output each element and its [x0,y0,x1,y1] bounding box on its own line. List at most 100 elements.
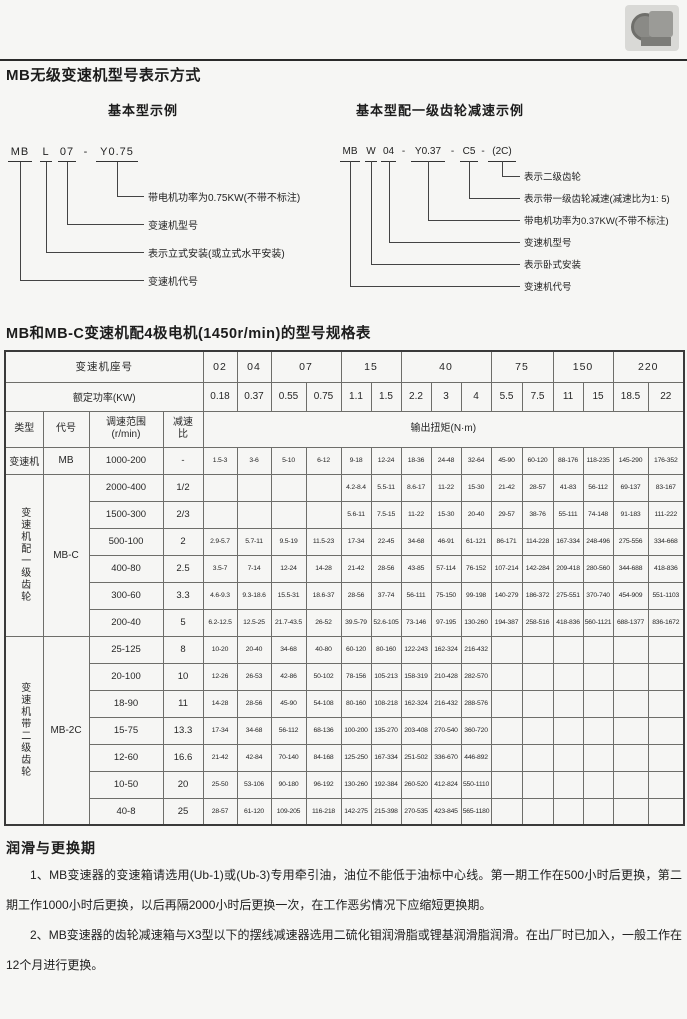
torque-cell: 40-80 [305,635,342,664]
torque-cell [582,689,614,718]
torque-cell: 12-24 [370,446,402,475]
spec-row: 300-60 3.3 4.6-9.3 9.3-18.6 15.5-31 18.6-37 28… [5,581,685,610]
torque-cell: 37-74 [370,581,402,610]
torque-cell: 167-334 [552,527,584,556]
torque-cell: 418-836 [647,554,685,583]
leader-line [350,161,520,287]
code-part-label: 带电机功率为0.75KW(不带不标注) [148,193,301,204]
torque-cell [612,716,649,745]
torque-cell: 28-57 [521,473,554,502]
torque-cell [582,662,614,691]
spec-row: 400-80 2.5 3.5-7 7-14 12-24 14-28 21-42 28-56 43… [5,554,685,583]
torque-cell: 41-83 [552,473,584,502]
torque-cell: 142-275 [340,797,372,826]
torque-cell: 5.7-11 [236,527,272,556]
torque-cell: 53-106 [236,770,272,799]
torque-cell: 12-26 [202,662,238,691]
spec-row: 10-50 20 25-50 53-106 90-180 96-192 130-260 192… [5,770,685,799]
rated-power-value: 0.75 [305,381,342,412]
torque-cell: 360-720 [460,716,492,745]
torque-cell: 50-102 [305,662,342,691]
motor-foot-shape [641,37,671,46]
motor-body-shape [649,11,673,37]
code-part-label: 表示带一级齿轮减速(减速比为1: 5) [524,194,670,205]
top-divider [0,59,687,61]
leader-line [46,162,144,253]
spec-table-title: MB和MB-C变速机配4极电机(1450r/min)的型号规格表 [6,326,371,342]
torque-cell: 3.5-7 [202,554,238,583]
code-header: 代号 [42,410,90,448]
torque-cell: 97-195 [430,608,462,637]
torque-cell: 275-556 [612,527,649,556]
torque-cell: 12-24 [270,554,307,583]
torque-cell [202,473,238,502]
torque-cell: 15-30 [430,500,462,529]
speed-range-cell: 300-60 [88,581,164,610]
torque-cell: 18-36 [400,446,432,475]
torque-cell: 9.3-18.6 [236,581,272,610]
leader-line [428,161,520,221]
torque-cell [612,662,649,691]
torque-cell: 282-570 [460,662,492,691]
code-cell: MB-C [42,473,90,637]
torque-cell: 22-45 [370,527,402,556]
speed-range-cell: 40-8 [88,797,164,826]
code-part-label: 表示二级齿轮 [524,172,582,183]
torque-cell: 73-146 [400,608,432,637]
torque-cell: 11-22 [430,473,462,502]
torque-cell: 209-418 [552,554,584,583]
torque-cell: 142-284 [521,554,554,583]
torque-cell: 88-176 [552,446,584,475]
torque-cell [647,797,685,826]
torque-cell: 21-42 [490,473,523,502]
torque-cell: 26-53 [236,662,272,691]
torque-cell: 60-120 [521,446,554,475]
code-part-label: 变速机型号 [524,238,572,249]
torque-cell: 4.6-9.3 [202,581,238,610]
torque-cell: 334-668 [647,527,685,556]
torque-cell [305,500,342,529]
torque-cell: 1.5-3 [202,446,238,475]
frame-size-value: 02 [202,350,238,383]
torque-cell: 34-68 [270,635,307,664]
torque-cell [270,473,307,502]
frame-size-value: 15 [340,350,402,383]
ratio-cell: 2 [162,527,204,556]
torque-cell: 125-250 [340,743,372,772]
ratio-cell: 1/2 [162,473,204,502]
torque-cell: 111-222 [647,500,685,529]
torque-cell [202,500,238,529]
frame-size-value: 150 [552,350,614,383]
torque-cell: 42-84 [236,743,272,772]
ratio-cell: 11 [162,689,204,718]
frame-size-value: 75 [490,350,554,383]
torque-cell: 57-114 [430,554,462,583]
code-part-label: 表示立式安装(或立式水平安装) [148,249,285,260]
rated-power-value: 0.18 [202,381,238,412]
torque-cell: 836-1672 [647,608,685,637]
torque-cell: 336-670 [430,743,462,772]
torque-cell: 203-408 [400,716,432,745]
frame-size-value: 220 [612,350,685,383]
ratio-cell: 16.6 [162,743,204,772]
code-cell: MB-2C [42,635,90,826]
torque-cell [582,770,614,799]
leader-line [502,161,520,177]
torque-cell [612,743,649,772]
speed-range-cell: 1000-200 [88,446,164,475]
frame-size-label: 变速机座号 [4,350,204,383]
ratio-cell: 2.5 [162,554,204,583]
torque-cell: 5-10 [270,446,307,475]
torque-cell: 80-160 [370,635,402,664]
torque-cell: 21.7-43.5 [270,608,307,637]
torque-cell: 14-28 [305,554,342,583]
frame-size-value: 04 [236,350,272,383]
torque-cell [647,716,685,745]
torque-cell [236,500,272,529]
spec-row: 变速机 MB 1000-200-1.5-3 3-6 5-10 6-12 9-18 12-24 1… [4,446,685,475]
torque-cell: 34-68 [400,527,432,556]
code-part-label: 变速机代号 [148,277,198,288]
torque-cell: 43-85 [400,554,432,583]
leader-line [469,161,520,199]
torque-cell: 28-56 [236,689,272,718]
